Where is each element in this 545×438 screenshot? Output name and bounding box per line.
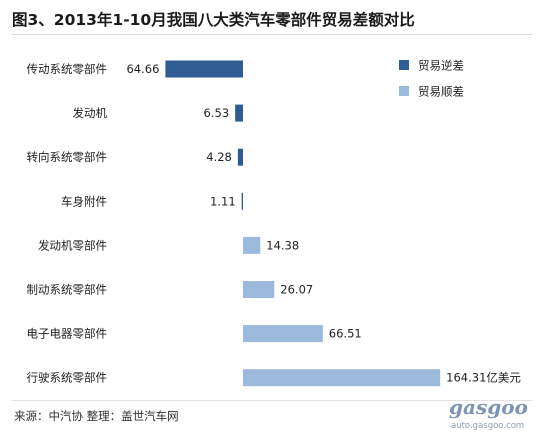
value-label-8: 164.31亿美元 — [446, 371, 521, 385]
category-label-2: 发动机 — [73, 106, 108, 120]
footer-divider — [12, 400, 532, 401]
chart-title: 图3、2013年1-10月我国八大类汽车零部件贸易差额对比 — [12, 11, 415, 29]
bar-3 — [237, 148, 243, 166]
category-label-1: 传动系统零部件 — [27, 62, 108, 76]
gasgoo-watermark-logo: gasgoo auto.gasgoo.com — [449, 395, 528, 431]
value-label-5: 14.38 — [266, 238, 299, 252]
value-label-2: 6.53 — [204, 106, 230, 120]
bar-8 — [243, 369, 441, 387]
bars-layer — [165, 60, 441, 387]
value-label-3: 4.28 — [206, 150, 232, 164]
category-label-4: 车身附件 — [61, 194, 107, 208]
legend-label-deficit: 贸易逆差 — [418, 59, 464, 73]
legend-swatch-surplus — [399, 86, 409, 96]
category-label-5: 发动机零部件 — [38, 238, 107, 252]
legend-swatch-deficit — [399, 60, 409, 70]
value-label-6: 26.07 — [280, 283, 313, 297]
category-label-3: 转向系统零部件 — [27, 150, 108, 164]
category-label-7: 电子电器零部件 — [27, 327, 108, 341]
legend-label-surplus: 贸易顺差 — [418, 85, 464, 99]
value-label-1: 64.66 — [126, 62, 159, 76]
title-divider — [12, 34, 532, 35]
value-label-4: 1.11 — [210, 194, 236, 208]
watermark-url: auto.gasgoo.com — [451, 421, 524, 431]
watermark-logo-text: gasgoo — [449, 395, 528, 419]
bar-7 — [243, 325, 323, 343]
category-label-8: 行驶系统零部件 — [27, 371, 108, 385]
category-label-6: 制动系统零部件 — [27, 283, 108, 297]
bar-4 — [241, 192, 243, 210]
bar-2 — [235, 104, 243, 122]
labels-layer: 传动系统零部件 64.66 发动机 6.53 转向系统零部件 4.28 车身附件 1.11 发动… — [27, 62, 522, 385]
value-label-7: 66.51 — [329, 327, 362, 341]
bar-6 — [243, 281, 275, 298]
legend: 贸易逆差 贸易顺差 — [399, 59, 464, 99]
bar-5 — [243, 236, 261, 254]
bar-1 — [165, 60, 243, 78]
source-note: 来源：中汽协 整理：盖世汽车网 — [14, 409, 179, 423]
